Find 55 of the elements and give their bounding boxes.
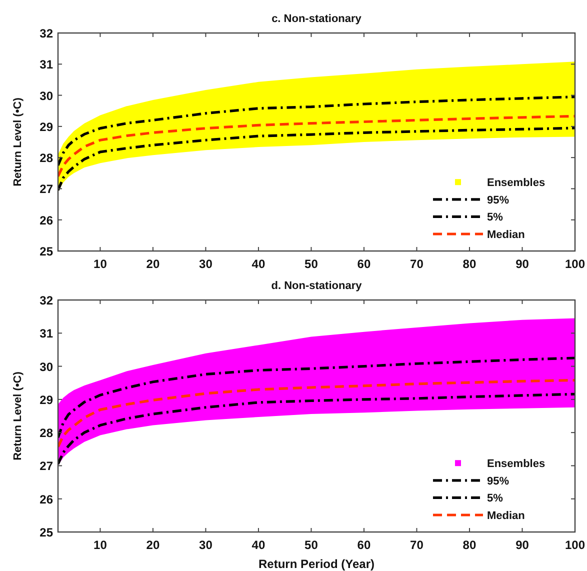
y-tick-label: 29 (40, 392, 54, 407)
x-axis-title: Return Period (Year) (258, 557, 375, 571)
legend-label: 5% (487, 212, 504, 224)
line-series (58, 378, 575, 448)
x-tick-label: 70 (410, 257, 424, 271)
x-tick-label: 20 (146, 538, 160, 552)
legend-label: 95% (487, 475, 510, 488)
y-axis-title: Return Level (•C) (12, 97, 24, 186)
y-tick-label: 25 (40, 244, 54, 258)
x-tick-label: 90 (516, 257, 530, 271)
x-tick-label: 50 (304, 538, 318, 552)
legend-label: Median (487, 229, 526, 241)
x-tick-label: 70 (410, 538, 424, 552)
x-tick-label: 80 (462, 538, 476, 552)
legend-label: Median (487, 510, 526, 522)
y-tick-label: 30 (40, 360, 54, 374)
y-tick-label: 32 (40, 26, 54, 40)
line-series (58, 96, 575, 167)
x-tick-label: 60 (357, 538, 371, 552)
x-tick-label: 10 (94, 257, 108, 271)
y-tick-label: 26 (40, 492, 54, 506)
line-series (58, 392, 575, 466)
y-tick-label: 26 (40, 213, 54, 228)
y-tick-label: 29 (40, 120, 54, 134)
x-tick-label: 40 (252, 538, 266, 552)
y-tick-label: 28 (40, 151, 54, 166)
legend-label: Ensembles (487, 177, 546, 190)
y-tick-label: 25 (40, 526, 54, 540)
y-tick-label: 27 (40, 182, 54, 196)
y-tick-label: 31 (40, 58, 54, 72)
legend-label: 5% (487, 492, 504, 505)
line-series (58, 114, 575, 178)
y-axis-title: Return Level (•C) (12, 371, 24, 460)
x-tick-label: 90 (516, 538, 530, 552)
x-tick-label: 20 (146, 257, 160, 271)
line-series (58, 356, 575, 439)
y-tick-label: 30 (40, 88, 54, 103)
x-tick-label: 30 (199, 257, 213, 271)
x-tick-label: 30 (199, 538, 213, 552)
line-series (58, 126, 575, 192)
y-tick-label: 31 (40, 326, 54, 341)
y-tick-label: 27 (40, 459, 54, 474)
x-tick-label: 100 (564, 538, 586, 552)
x-tick-label: 100 (564, 257, 586, 271)
x-tick-label: 80 (462, 257, 476, 271)
x-tick-label: 40 (252, 257, 266, 271)
chart-title: d. Non-stationary (271, 280, 363, 292)
y-tick-label: 28 (40, 426, 54, 440)
chart-title: c. Non-stationary (272, 13, 362, 25)
legend-label: Ensembles (487, 458, 546, 470)
x-tick-label: 10 (94, 538, 108, 552)
x-tick-label: 60 (357, 257, 371, 271)
x-tick-label: 50 (304, 257, 318, 271)
y-tick-label: 32 (40, 294, 54, 308)
legend-label: 95% (487, 194, 510, 206)
